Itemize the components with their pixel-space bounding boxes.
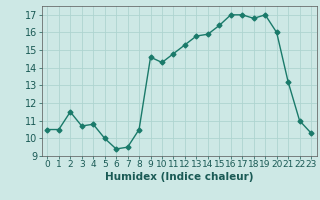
X-axis label: Humidex (Indice chaleur): Humidex (Indice chaleur) — [105, 172, 253, 182]
